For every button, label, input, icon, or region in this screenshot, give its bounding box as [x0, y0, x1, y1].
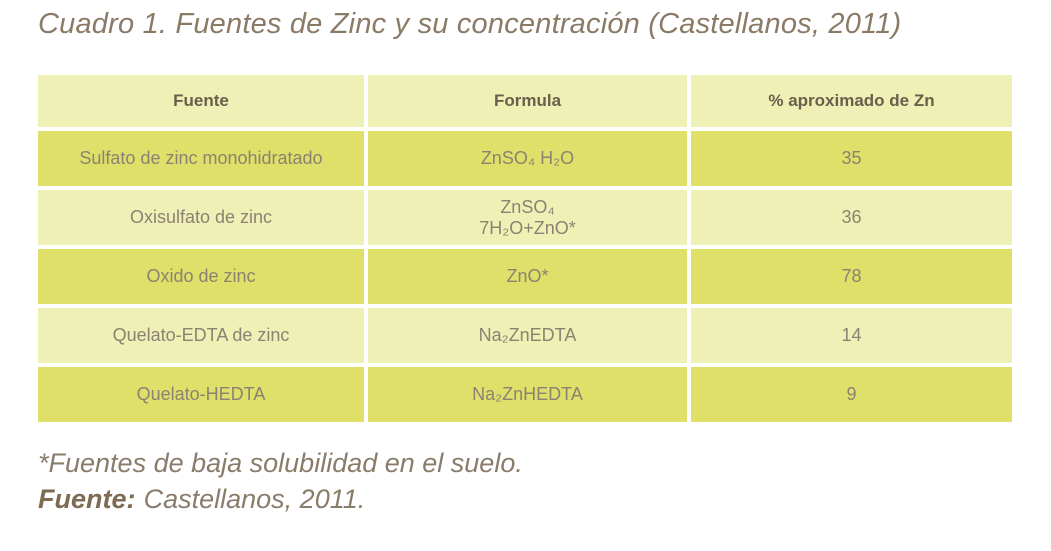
- table-cell-fuente: Quelato-HEDTA: [38, 367, 364, 422]
- table-cell-fuente: Oxido de zinc: [38, 249, 364, 304]
- table-cell-formula: Na₂ZnHEDTA: [368, 367, 687, 422]
- table-cell-formula: Na₂ZnEDTA: [368, 308, 687, 363]
- table-cell-fuente: Quelato-EDTA de zinc: [38, 308, 364, 363]
- table-cell-zn: 14: [691, 308, 1012, 363]
- solubility-footnote: *Fuentes de baja solubilidad en el suelo…: [38, 448, 523, 478]
- table-caption: Cuadro 1. Fuentes de Zinc y su concentra…: [38, 8, 902, 40]
- table-cell-zn: 36: [691, 190, 1012, 245]
- table-cell-zn: 9: [691, 367, 1012, 422]
- source-line: Fuente: Castellanos, 2011.: [38, 484, 365, 515]
- table-cell-fuente: Sulfato de zinc monohidratado: [38, 131, 364, 186]
- table-cell-zn: 35: [691, 131, 1012, 186]
- table-cell-formula: ZnO*: [368, 249, 687, 304]
- table-cell-formula: ZnSO₄ 7H₂O+ZnO*: [368, 190, 687, 245]
- source-label: Fuente:: [38, 484, 136, 514]
- table-cell-fuente: Oxisulfato de zinc: [38, 190, 364, 245]
- column-header-fuente: Fuente: [38, 75, 364, 127]
- table-cell-zn: 78: [691, 249, 1012, 304]
- column-header-zn: % aproximado de Zn: [691, 75, 1012, 127]
- zinc-sources-table: Fuente Formula % aproximado de Zn Sulfat…: [38, 75, 1012, 422]
- source-value: Castellanos, 2011.: [143, 484, 366, 514]
- table-cell-formula: ZnSO₄ H₂O: [368, 131, 687, 186]
- column-header-formula: Formula: [368, 75, 687, 127]
